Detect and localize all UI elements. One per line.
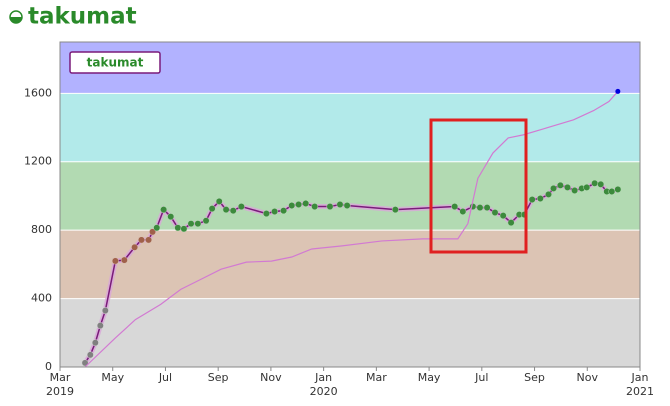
rating-dot: [545, 190, 552, 198]
rating-dot: [556, 181, 564, 189]
rating-band: [60, 230, 640, 299]
rating-dot: [591, 179, 599, 187]
rating-dot: [174, 224, 182, 232]
rating-dot: [295, 201, 303, 208]
rating-band: [60, 93, 640, 162]
rating-dot: [149, 228, 156, 236]
rating-dot: [476, 204, 484, 212]
x-tick-label: Jul: [158, 371, 173, 384]
rating-dot: [451, 203, 459, 211]
rating-dot: [120, 256, 128, 264]
rating-band: [60, 298, 640, 367]
rating-dot: [202, 217, 210, 225]
y-tick-label: 800: [31, 223, 52, 236]
rating-dot: [302, 200, 310, 207]
rating-dot: [536, 195, 544, 202]
rating-dot: [187, 220, 195, 228]
x-tick-label: Jan 2020: [309, 371, 338, 398]
end-dot: [615, 88, 621, 94]
x-tick-label: Nov: [260, 371, 282, 384]
x-tick-label: Mar: [365, 371, 387, 384]
x-tick-label: Sep: [207, 371, 229, 384]
rating-dot: [459, 208, 467, 215]
rating-dot: [280, 207, 288, 215]
rating-dot: [597, 180, 605, 188]
x-tick-label: Sep: [524, 371, 545, 384]
user-icon-fill: [10, 17, 22, 23]
rating-dot: [483, 204, 491, 212]
y-tick-label: 0: [45, 360, 52, 373]
highlight-box: [429, 118, 528, 254]
rating-dot: [614, 185, 622, 193]
rating-dot: [550, 184, 557, 192]
rating-dot: [131, 243, 139, 251]
rating-dot: [343, 202, 351, 209]
rating-dot: [101, 307, 109, 315]
rating-dot: [138, 236, 145, 244]
performance-line: [84, 91, 619, 368]
rating-dot: [583, 183, 591, 191]
plot-frame: [59, 41, 641, 368]
rating-dot: [153, 224, 161, 232]
rating-dot: [91, 339, 99, 347]
rating-dot: [160, 206, 168, 214]
rating-dot: [507, 219, 515, 227]
rating-dot: [571, 187, 579, 194]
rating-dot: [336, 201, 344, 208]
rating-dot: [271, 208, 279, 215]
rating-dot: [499, 212, 507, 220]
y-tick-label: 400: [31, 292, 52, 305]
rating-dot: [215, 197, 223, 205]
rating-dot: [145, 236, 153, 244]
x-tick-label: Mar 2019: [46, 371, 74, 398]
rating-dot: [528, 196, 536, 203]
x-tick-label: Nov: [576, 371, 598, 384]
rating-dot: [194, 220, 202, 228]
rating-dot: [208, 205, 216, 213]
rating-dot: [491, 209, 499, 216]
rating-dot: [608, 188, 616, 195]
rating-dot: [564, 183, 571, 191]
rating-dot: [288, 202, 296, 209]
rating-dot: [167, 213, 175, 221]
y-tick-label: 1200: [24, 155, 52, 168]
rating-dot: [96, 322, 104, 330]
rating-dot: [237, 203, 245, 211]
y-tick-label: 1600: [24, 86, 52, 99]
x-tick-label: Jul: [475, 371, 489, 384]
rating-dot: [86, 351, 94, 359]
chart-title[interactable]: takumat: [28, 4, 137, 30]
x-tick-label: Jan 2021: [626, 371, 654, 398]
rating-dot: [229, 207, 237, 215]
rating-dot: [180, 225, 188, 233]
x-tick-label: May: [101, 371, 125, 384]
x-tick-label: May: [417, 371, 441, 384]
rating-dot: [262, 210, 270, 218]
rating-dot: [311, 203, 319, 211]
rating-dot: [111, 257, 119, 265]
legend-box: [69, 51, 161, 74]
rating-band: [60, 161, 640, 231]
rating-dot: [391, 206, 399, 214]
rating-dot: [81, 359, 89, 367]
legend-label: takumat: [87, 56, 144, 70]
rating-dot: [326, 203, 334, 211]
rating-dot: [222, 206, 230, 214]
